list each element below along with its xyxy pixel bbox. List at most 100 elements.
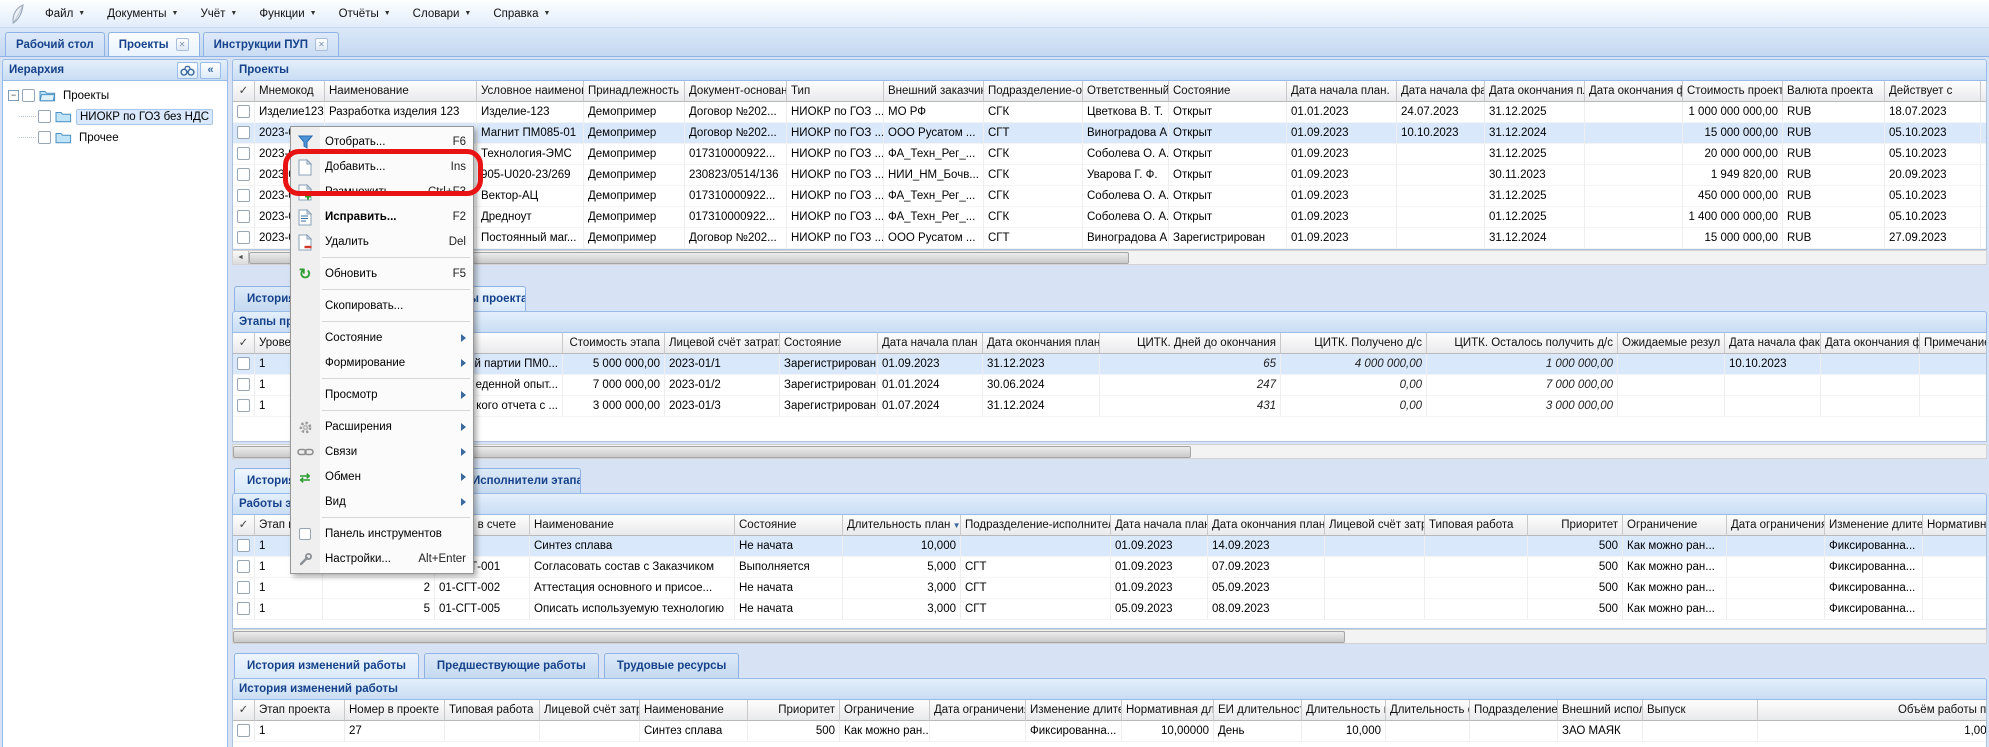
menu-item-3[interactable]: Исправить... F2 bbox=[291, 204, 473, 229]
tree-item-other[interactable]: Прочее bbox=[5, 127, 225, 148]
tree-checkbox[interactable] bbox=[22, 89, 35, 102]
menubar-item-1[interactable]: Документы ▼ bbox=[96, 4, 189, 24]
column-header[interactable]: Типовая работа bbox=[1425, 515, 1528, 536]
menu-item-16[interactable]: Связи bbox=[291, 439, 473, 464]
row-checkbox[interactable] bbox=[237, 581, 250, 594]
horizontal-scrollbar[interactable] bbox=[232, 629, 1987, 644]
column-header[interactable]: Лицевой счёт затр bbox=[540, 700, 640, 721]
row-checkbox[interactable] bbox=[237, 724, 250, 737]
row-checkbox[interactable] bbox=[237, 539, 250, 552]
column-header[interactable]: Внешний заказчик bbox=[884, 81, 984, 102]
column-header[interactable]: ЦИТК. Получено д/с bbox=[1281, 333, 1427, 354]
menubar-item-5[interactable]: Словари ▼ bbox=[402, 4, 483, 24]
column-header[interactable] bbox=[1981, 81, 1986, 102]
table-row[interactable]: 1 еденной опыт... 7 000 000,00 2023-01/2 Зар… bbox=[233, 375, 1986, 396]
menu-item-20[interactable]: Панель инструментов bbox=[291, 521, 473, 546]
column-header[interactable]: Объём работы пл bbox=[1758, 700, 1986, 721]
column-header[interactable]: Типовая работа bbox=[445, 700, 540, 721]
column-header[interactable]: Дата окончания пл bbox=[1485, 81, 1585, 102]
table-row[interactable]: 2023-05 Дредноут Демопример 017310000922...… bbox=[233, 207, 1986, 228]
menubar-item-2[interactable]: Учёт ▼ bbox=[189, 4, 248, 24]
column-header[interactable]: Ограничение bbox=[840, 700, 930, 721]
column-header[interactable]: Валюта проекта bbox=[1783, 81, 1885, 102]
row-checkbox[interactable] bbox=[237, 126, 250, 139]
column-header[interactable]: Ответственный bbox=[1083, 81, 1169, 102]
menu-item-10[interactable]: Состояние bbox=[291, 325, 473, 350]
column-header[interactable]: Ожидаемые резул bbox=[1618, 333, 1725, 354]
menubar-item-0[interactable]: Файл ▼ bbox=[34, 4, 96, 24]
row-checkbox[interactable] bbox=[237, 147, 250, 160]
column-header[interactable]: Дата окончания план bbox=[983, 333, 1100, 354]
table-row[interactable]: 2023-01 Магнит ПМ085-01 Демопример Договор … bbox=[233, 123, 1986, 144]
column-header[interactable]: Приоритет bbox=[748, 700, 840, 721]
column-header[interactable]: Дата ограничения bbox=[930, 700, 1026, 721]
column-header[interactable]: Изменение длител bbox=[1026, 700, 1122, 721]
menubar-item-4[interactable]: Отчёты ▼ bbox=[328, 4, 402, 24]
table-row[interactable]: 2023-04 Вектор-АЦ Демопример 017310000922..… bbox=[233, 186, 1986, 207]
menu-item-11[interactable]: Формирование bbox=[291, 350, 473, 375]
menu-item-1[interactable]: Добавить... Ins bbox=[291, 154, 473, 179]
column-header[interactable]: Внешний исполни bbox=[1558, 700, 1643, 721]
column-header[interactable]: ЦИТК. Осталось получить д/с bbox=[1427, 333, 1618, 354]
column-header[interactable]: Действует с bbox=[1885, 81, 1981, 102]
column-header[interactable]: Дата окончания план bbox=[1208, 515, 1325, 536]
column-header[interactable]: Длительность пла bbox=[1302, 700, 1386, 721]
menu-item-18[interactable]: Вид bbox=[291, 489, 473, 514]
menu-item-2[interactable]: Размножить... Ctrl+F3 bbox=[291, 179, 473, 204]
table-row[interactable]: Изделие123 Разработка изделия 123 Изделие-… bbox=[233, 102, 1986, 123]
column-header[interactable]: Дата ограничения bbox=[1727, 515, 1825, 536]
menubar-item-3[interactable]: Функции ▼ bbox=[248, 4, 327, 24]
tree-checkbox[interactable] bbox=[38, 110, 51, 123]
column-header[interactable]: Тип bbox=[787, 81, 884, 102]
column-header[interactable]: ✓ bbox=[233, 515, 255, 536]
column-header[interactable]: Выпуск bbox=[1643, 700, 1758, 721]
horizontal-scrollbar[interactable]: ◄ bbox=[232, 250, 1987, 265]
column-header[interactable]: Мнемокод bbox=[255, 81, 325, 102]
main-tab-2[interactable]: Инструкции ПУП ✕ bbox=[202, 32, 339, 56]
column-header[interactable]: Лицевой счёт затрат. bbox=[665, 333, 780, 354]
column-header[interactable]: Наименование bbox=[325, 81, 477, 102]
row-checkbox[interactable] bbox=[237, 378, 250, 391]
column-header[interactable]: Дата начала факт. bbox=[1397, 81, 1485, 102]
table-row[interactable]: 2023-01т Постоянный маг... Демопример Догов… bbox=[233, 228, 1986, 249]
subtab-g3-2[interactable]: Трудовые ресурсы bbox=[603, 653, 740, 678]
main-tab-0[interactable]: Рабочий стол bbox=[5, 32, 105, 56]
column-header[interactable]: ✓ bbox=[233, 333, 255, 354]
row-checkbox[interactable] bbox=[237, 210, 250, 223]
table-row[interactable]: 1 5 01-СГТ-005 Описать используемую техноло… bbox=[233, 599, 1986, 620]
column-header[interactable]: Дата окончания ф bbox=[1821, 333, 1920, 354]
menu-item-15[interactable]: Расширения bbox=[291, 414, 473, 439]
column-header[interactable]: Приоритет bbox=[1528, 515, 1623, 536]
table-row[interactable]: 1 Синтез сплава Не начата 10,000 01.09.2023 1… bbox=[233, 536, 1986, 557]
close-tab-icon[interactable]: ✕ bbox=[314, 38, 328, 51]
row-checkbox[interactable] bbox=[237, 560, 250, 573]
column-header[interactable]: Ограничение bbox=[1623, 515, 1727, 536]
close-tab-icon[interactable]: ✕ bbox=[175, 38, 189, 51]
row-checkbox[interactable] bbox=[237, 602, 250, 615]
table-row[interactable]: 1 27 Синтез сплава 500 Как можно ран... Фикси… bbox=[233, 721, 1986, 742]
row-checkbox[interactable] bbox=[237, 105, 250, 118]
row-checkbox[interactable] bbox=[237, 189, 250, 202]
collapse-node-icon[interactable]: − bbox=[8, 90, 19, 101]
subtab-g3-0[interactable]: История изменений работы bbox=[234, 653, 419, 678]
column-header[interactable]: Подразделение-от bbox=[984, 81, 1083, 102]
column-header[interactable]: Документ-основание bbox=[685, 81, 787, 102]
column-header[interactable]: Лицевой счёт затр bbox=[1325, 515, 1425, 536]
column-header[interactable]: Подразделение-исполнитель.. bbox=[961, 515, 1111, 536]
column-header[interactable]: Стоимость проекта bbox=[1683, 81, 1783, 102]
table-row[interactable]: 1 кого отчета с ... 3 000 000,00 2023-01/3 З… bbox=[233, 396, 1986, 417]
menu-item-21[interactable]: Настройки... Alt+Enter bbox=[291, 546, 473, 571]
menu-item-17[interactable]: ⇄ Обмен bbox=[291, 464, 473, 489]
column-header[interactable]: Стоимость этапа bbox=[563, 333, 665, 354]
column-header[interactable]: Номер в проекте bbox=[345, 700, 445, 721]
menu-item-13[interactable]: Просмотр bbox=[291, 382, 473, 407]
horizontal-scrollbar[interactable] bbox=[232, 444, 1987, 459]
scroll-thumb[interactable] bbox=[233, 630, 1345, 643]
column-header[interactable]: Этап проекта bbox=[255, 700, 345, 721]
column-header[interactable]: Длительность фак bbox=[1386, 700, 1470, 721]
menu-item-4[interactable]: Удалить Del bbox=[291, 229, 473, 254]
row-checkbox[interactable] bbox=[237, 357, 250, 370]
column-header[interactable]: Дата начала план bbox=[878, 333, 983, 354]
table-row[interactable]: 1 2 01-СГТ-002 Аттестация основного и присо… bbox=[233, 578, 1986, 599]
column-header[interactable]: Состояние bbox=[735, 515, 843, 536]
